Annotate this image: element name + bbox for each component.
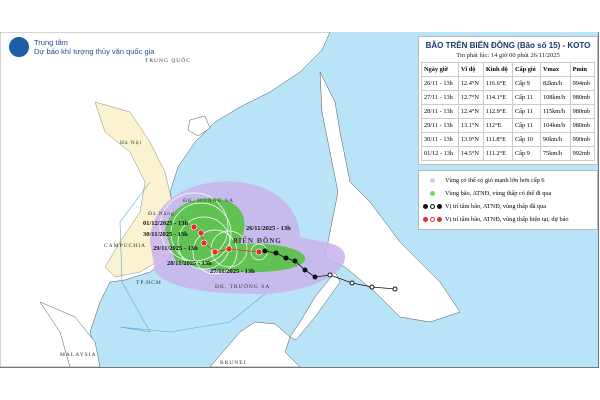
track-label-27-11: 27/11/2025 - 13h [210, 268, 255, 275]
track-label-29-11: 29/11/2025 - 13h [153, 245, 198, 252]
org-line2: Dự báo khí tượng thủy văn quốc gia [34, 47, 155, 56]
legend-text: Vị trí tâm bão, ATNĐ, vùng thấp hiện tại… [445, 216, 569, 223]
storm-zone [165, 198, 306, 272]
table-cell: 992mb [569, 146, 596, 161]
table-row: 28/11 - 13h 12.4°N 112.9°E Cấp 11 115km/h 980… [421, 104, 596, 119]
red-storm-symbols-icon [419, 217, 445, 222]
legend-item-current-forecast: Vị trí tâm bão, ATNĐ, vùng thấp hiện tại… [419, 213, 597, 226]
table-cell: 111.8°E [482, 132, 513, 147]
table-cell: 116.6°E [482, 76, 513, 91]
table-cell: 980mb [569, 90, 596, 105]
storm-info-panel: BÃO TRÊN BIỂN ĐÔNG (Bão số 15) - KOTO Ti… [418, 36, 598, 165]
nchmf-logo-icon [8, 36, 30, 58]
palawan [289, 271, 341, 341]
table-cell: 12.7°N [457, 90, 484, 105]
col-header: Pmin [569, 62, 596, 77]
black-storm-symbols-icon [419, 204, 445, 209]
forecast-circles [159, 192, 268, 275]
panel-subtitle: Tin phát lúc: 14 giờ 00 phút 26/11/2025 [456, 52, 560, 59]
agency-branding: Trung tâm Dự báo khí tượng thủy văn quốc… [8, 36, 154, 58]
boundary-line [119, 181, 281, 333]
table-cell: 115km/h [539, 104, 571, 119]
borneo [209, 321, 301, 367]
past-track-weak-points [327, 272, 398, 292]
label-china: TRUNG QUỐC [145, 58, 191, 64]
col-header: Kinh độ [482, 62, 513, 77]
table-cell: 26/11 - 13h [421, 76, 459, 91]
table-cell: 30/11 - 13h [421, 132, 459, 147]
table-cell: 90km/h [539, 132, 571, 147]
legend-item-past-positions: Vị trí tâm bão, ATNĐ, vùng thấp đã qua [419, 200, 597, 213]
table-row: 30/11 - 13h 13.9°N 111.8°E Cấp 10 90km/h 990m… [421, 132, 596, 147]
col-header: Vĩ độ [457, 62, 484, 77]
forecast-points [190, 223, 263, 256]
table-cell: 104km/h [539, 118, 571, 133]
table-cell: 112°E [482, 118, 513, 133]
label-paracel: ĐK. HOÀNG SA [183, 198, 234, 204]
track-label-01-12: 01/12/2025 - 13h [143, 220, 189, 227]
map-legend: Vùng có thể có gió mạnh lớn hơn cấp 6 Vù… [418, 170, 598, 230]
forecast-table: Ngày giờ Vĩ độ Kinh độ Cấp gió Vmax Pmin… [421, 62, 596, 161]
label-hcm: TP.HCM [136, 280, 162, 286]
legend-text: Vùng bão, ATNĐ, vùng thấp có thể đi qua [445, 190, 552, 197]
org-line1: Trung tâm [34, 38, 68, 47]
table-cell: Cấp 11 [511, 118, 541, 133]
table-cell: 114.1°E [482, 90, 513, 105]
table-cell: Cấp 9 [511, 76, 541, 91]
table-cell: 994mb [569, 76, 596, 91]
label-hanoi: Hà Nội [120, 140, 143, 146]
malay-peninsula [39, 301, 101, 367]
table-cell: 82km/h [539, 76, 571, 91]
table-cell: 13.9°N [457, 132, 484, 147]
table-cell: 29/11 - 13h [421, 118, 459, 133]
table-cell: 12.4°N [457, 76, 484, 91]
table-row: 01/12 - 13h 14.5°N 111.2°E Cấp 9 75km/h 992mb [421, 146, 596, 161]
table-cell: Cấp 11 [511, 104, 541, 119]
table-cell: 14.5°N [457, 146, 484, 161]
table-row: 29/11 - 13h 13.1°N 112°E Cấp 11 104km/h 980mb [421, 118, 596, 133]
label-east-sea: BIỂN ĐÔNG [233, 237, 282, 245]
table-cell: 112.9°E [482, 104, 513, 119]
table-cell: 12.4°N [457, 104, 484, 119]
label-spratly: ĐK. TRƯỜNG SA [215, 284, 271, 290]
table-cell: 27/11 - 13h [421, 90, 459, 105]
label-cambodia: CAMPUCHIA [104, 243, 147, 249]
lavender-dot-icon [429, 178, 435, 183]
table-cell: 108km/h [539, 90, 571, 105]
table-row: 27/11 - 13h 12.7°N 114.1°E Cấp 11 108km/h 980… [421, 90, 596, 105]
green-dot-icon [429, 191, 435, 196]
hainan-island [187, 115, 211, 137]
table-row: 26/11 - 13h 12.4°N 116.6°E Cấp 9 82km/h 994mb [421, 76, 596, 91]
label-danang: Đà Nẵng [148, 211, 175, 217]
past-track-points [262, 248, 318, 280]
legend-text: Vị trí tâm bão, ATNĐ, vùng thấp đã qua [445, 203, 547, 210]
map-graphic [0, 32, 461, 367]
table-cell: 13.1°N [457, 118, 484, 133]
track-label-30-11: 30/11/2025 - 13h [143, 231, 188, 238]
label-malaysia: MALAYSIA [60, 352, 97, 358]
table-cell: Cấp 11 [511, 90, 541, 105]
table-cell: 980mb [569, 104, 596, 119]
legend-item-wind-zone: Vùng có thể có gió mạnh lớn hơn cấp 6 [419, 174, 597, 187]
col-header: Cấp gió [511, 62, 541, 77]
track-label-28-11: 28/11/2025 - 13h [167, 260, 212, 267]
legend-text: Vùng có thể có gió mạnh lớn hơn cấp 6 [445, 177, 545, 184]
table-cell: Cấp 9 [511, 146, 541, 161]
table-cell: 111.2°E [482, 146, 513, 161]
track-label-26-11: 26/11/2025 - 13h [246, 225, 291, 232]
table-cell: 28/11 - 13h [421, 104, 459, 119]
philippines [319, 71, 461, 323]
table-cell: 980mb [569, 118, 596, 133]
label-brunei: BRUNEI [220, 360, 247, 366]
table-cell: 75km/h [539, 146, 571, 161]
table-cell: 01/12 - 13h [421, 146, 459, 161]
panel-title: BÃO TRÊN BIỂN ĐÔNG (Bão số 15) - KOTO [425, 41, 591, 50]
table-cell: Cấp 10 [511, 132, 541, 147]
table-cell: 990mb [569, 132, 596, 147]
col-header: Vmax [539, 62, 571, 77]
col-header: Ngày giờ [421, 62, 459, 77]
legend-item-storm-zone: Vùng bão, ATNĐ, vùng thấp có thể đi qua [419, 187, 597, 200]
